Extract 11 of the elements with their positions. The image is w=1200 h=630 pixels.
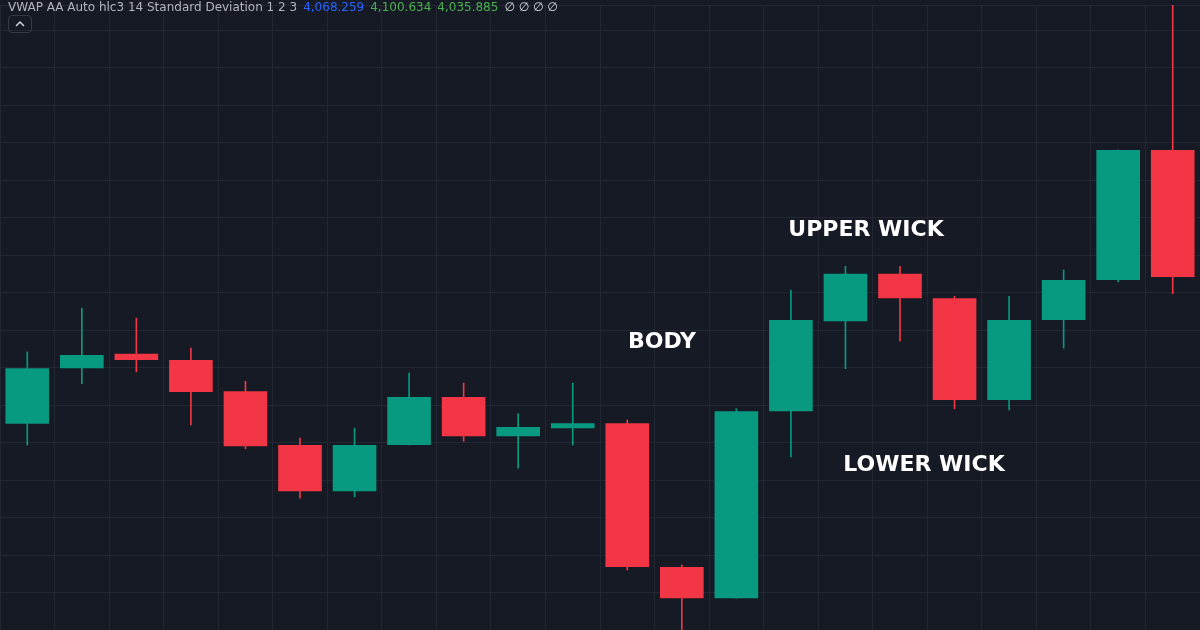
annotation: VWAP AA Auto hlc3 14 Standard Deviation 1 2 3 bbox=[8, 0, 298, 14]
annotation: UPPER WICK bbox=[788, 215, 945, 241]
annotation: 4,068.259 bbox=[303, 0, 365, 14]
annotation: 4,100.634 bbox=[370, 0, 432, 14]
annotation: BODY bbox=[627, 327, 698, 353]
candlestick bbox=[60, 307, 104, 385]
candlestick bbox=[550, 382, 595, 446]
annotation: LOWER WICK bbox=[843, 450, 1006, 476]
annotation: ∅ ∅ ∅ ∅ bbox=[504, 0, 558, 14]
annotation: 4,035.885 bbox=[437, 0, 499, 14]
candlestick bbox=[496, 413, 540, 469]
